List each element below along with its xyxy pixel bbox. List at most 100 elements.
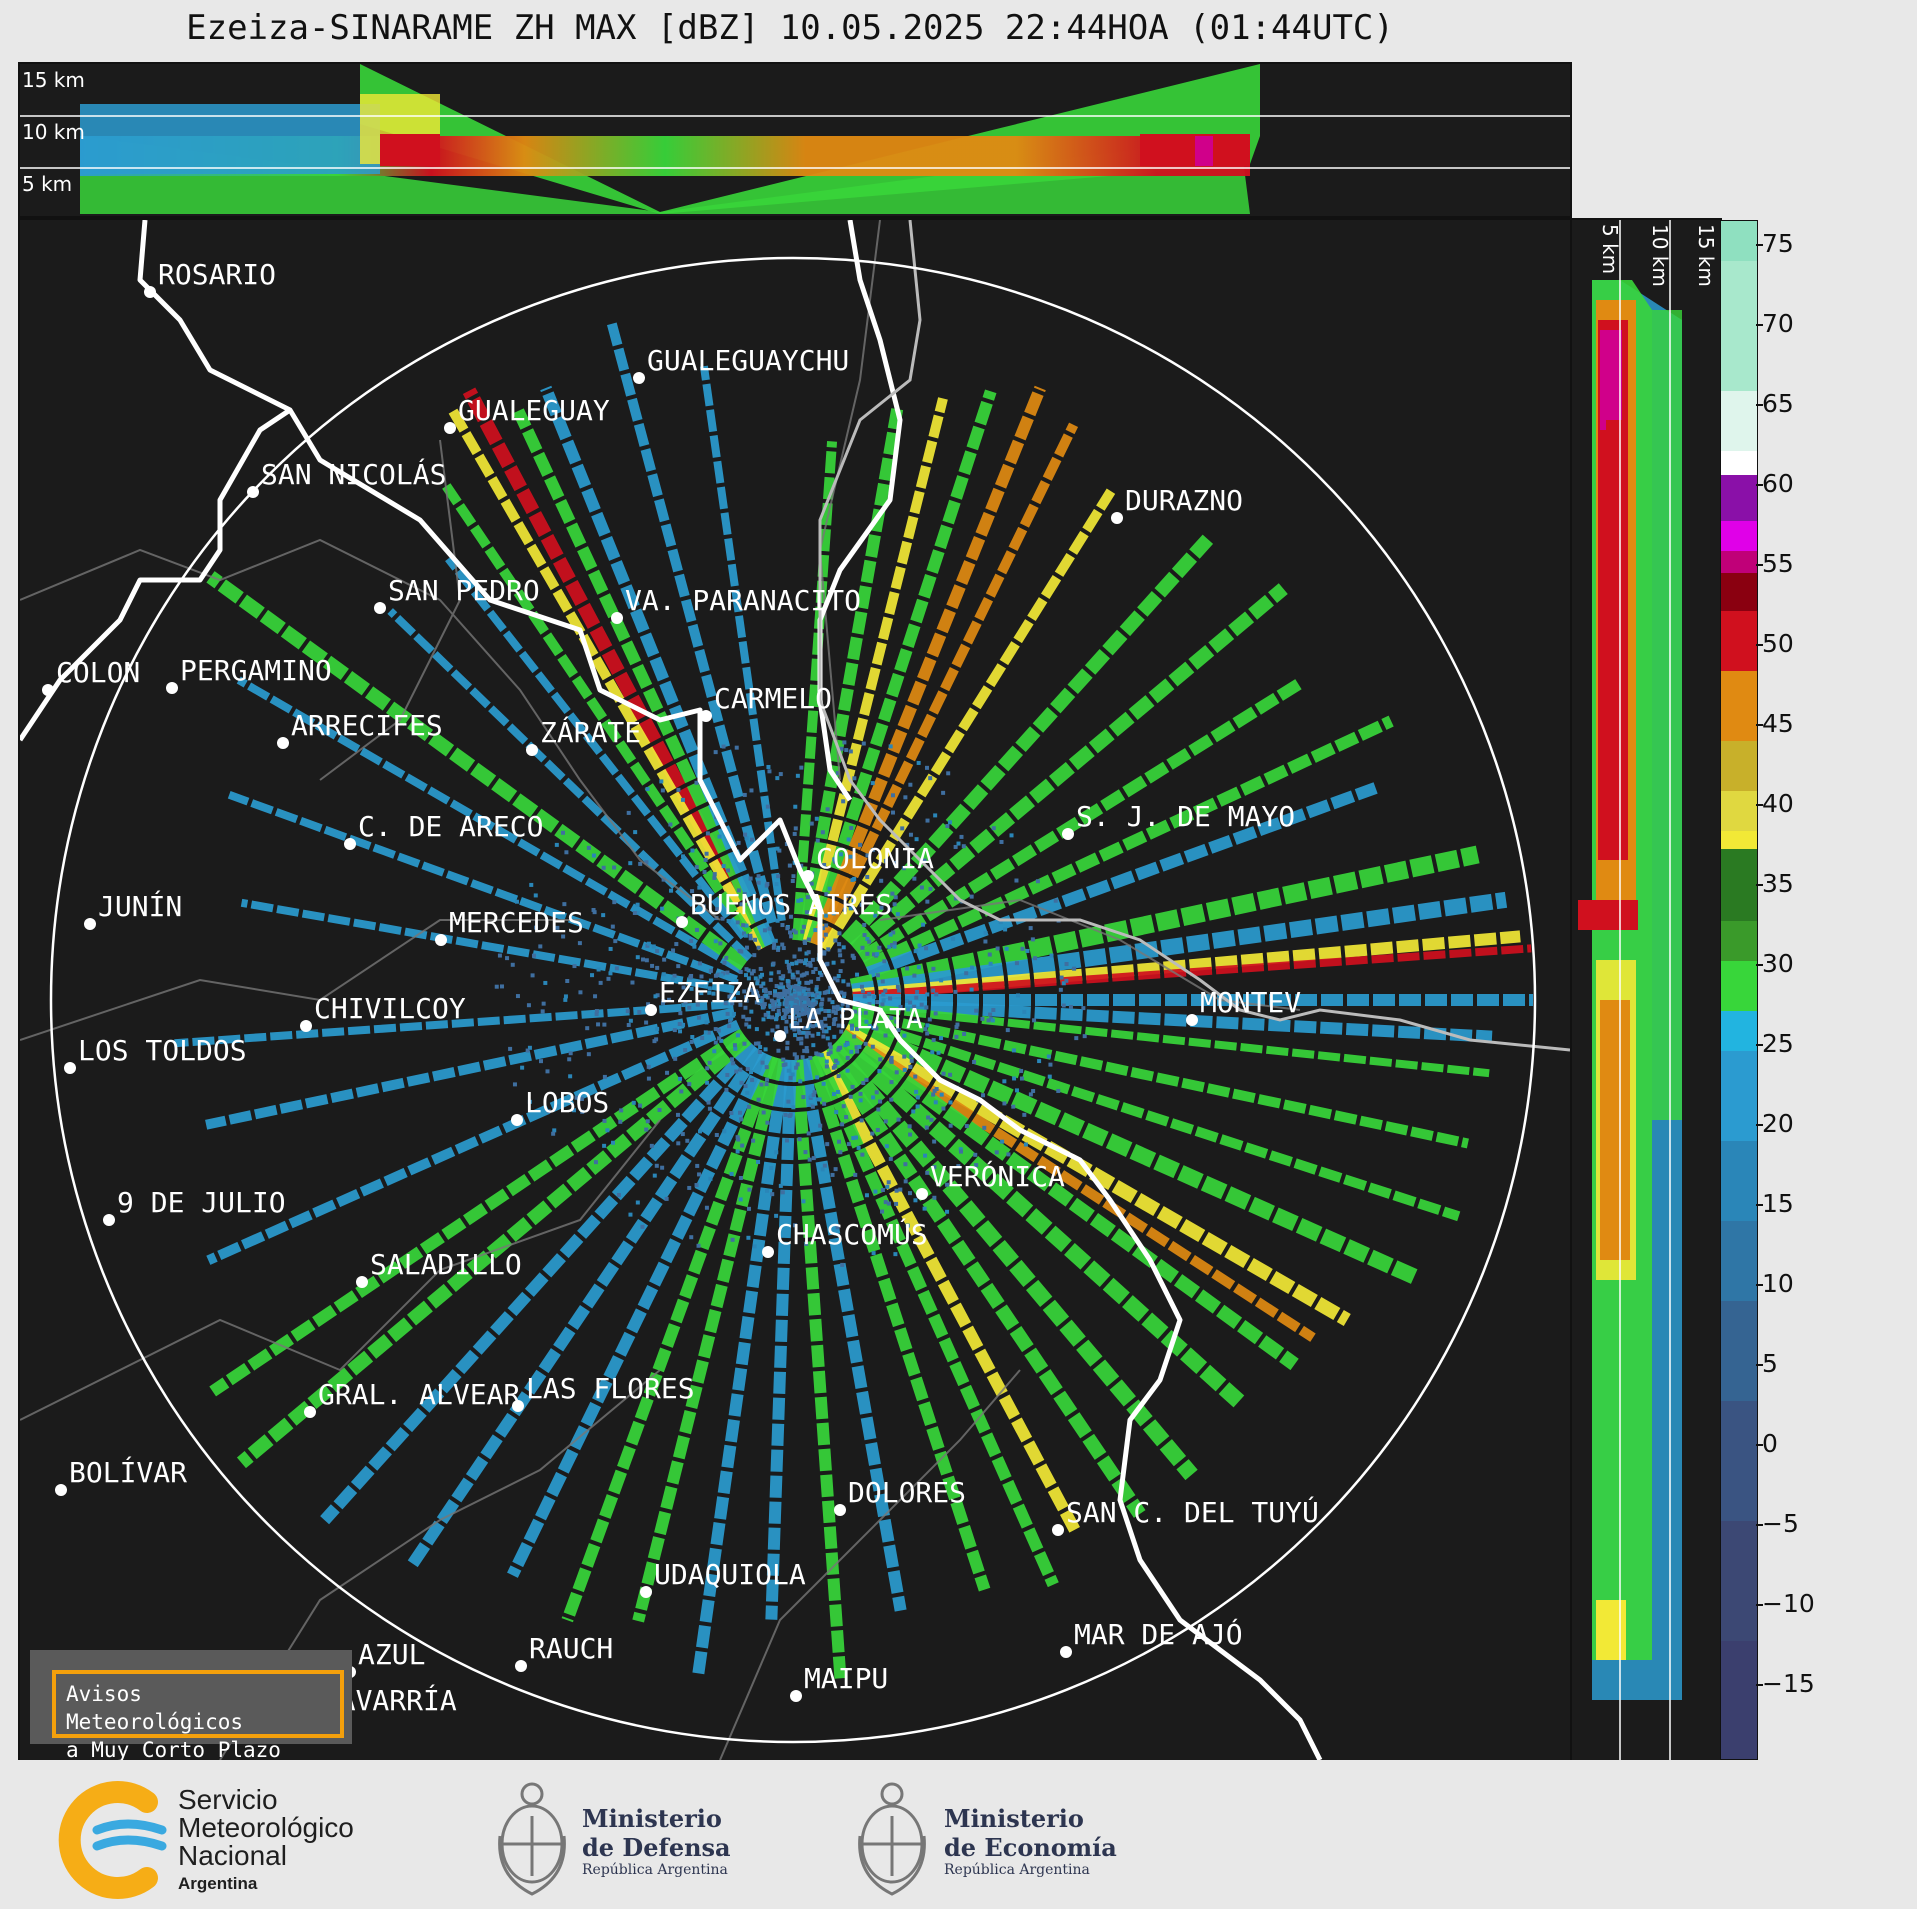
city-marker-icon <box>916 1188 928 1200</box>
colorbar-band <box>1721 1301 1757 1401</box>
city-marker-icon <box>774 1030 786 1042</box>
colorbar-tick-mark <box>1756 1684 1763 1686</box>
colorbar-band <box>1721 741 1757 791</box>
colorbar-band <box>1721 1521 1757 1641</box>
economia-text: Ministerio de Economía República Argenti… <box>944 1804 1117 1878</box>
city-marker-icon <box>526 744 538 756</box>
avisos-button[interactable]: Avisos Meteorológicos a Muy Corto Plazo <box>30 1650 352 1760</box>
colorbar-band <box>1721 611 1757 671</box>
colorbar <box>1720 220 1758 1760</box>
city-label: MAIPU <box>804 1662 889 1695</box>
city-label: DURAZNO <box>1125 484 1244 517</box>
colorbar-tick-mark <box>1756 404 1763 406</box>
colorbar-tick-label: 40 <box>1762 789 1794 818</box>
city-label: UDAQUIOLA <box>654 1558 806 1591</box>
colorbar-tick-label: 15 <box>1762 1189 1794 1218</box>
smn-line3: Nacional <box>178 1840 287 1871</box>
city-label: LOS TOLDOS <box>78 1034 247 1067</box>
city-marker-icon <box>84 918 96 930</box>
colorbar-tick-label: −15 <box>1762 1669 1815 1698</box>
colorbar-tick-mark <box>1756 1124 1763 1126</box>
colorbar-tick-label: 55 <box>1762 549 1794 578</box>
radar-echo-ray <box>849 845 1480 997</box>
radar-echo-ray <box>206 1019 741 1265</box>
city-label: 9 DE JULIO <box>117 1186 286 1219</box>
side-height-label-5: 5 km <box>1598 224 1622 275</box>
colorbar-tick-label: 10 <box>1762 1269 1794 1298</box>
colorbar-tick-label: 5 <box>1762 1349 1778 1378</box>
top-height-label-15: 15 km <box>22 68 85 92</box>
city-marker-icon <box>640 1586 652 1598</box>
city-label: ARRECIFES <box>291 709 443 742</box>
colorbar-tick-mark <box>1756 1364 1763 1366</box>
radar-echo-ray <box>848 1013 1461 1222</box>
colorbar-band <box>1721 671 1757 741</box>
radar-echo-ray <box>825 1040 1198 1481</box>
colorbar-tick-label: 0 <box>1762 1429 1778 1458</box>
city-marker-icon <box>64 1062 76 1074</box>
radar-echo-ray <box>209 1028 747 1397</box>
city-marker-icon <box>144 286 156 298</box>
city-label: CHASCOMÚS <box>776 1218 928 1251</box>
radar-echo-ray <box>387 608 753 962</box>
city-label: BUENOS AIRES <box>690 888 893 921</box>
radar-echo-ray <box>841 534 1214 946</box>
city-marker-icon <box>435 934 447 946</box>
radar-echo-ray <box>765 1059 797 1620</box>
radar-echo-ray <box>811 1052 1059 1588</box>
city-marker-icon <box>700 710 712 722</box>
top-cross-section-image <box>20 64 1570 214</box>
colorbar-tick-label: 45 <box>1762 709 1794 738</box>
radar-echo-ray <box>507 1051 773 1578</box>
chart-title: Ezeiza-SINARAME ZH MAX [dBZ] 10.05.2025 … <box>186 8 1394 48</box>
smn-logo-text: Servicio Meteorológico Nacional Argentin… <box>178 1786 354 1898</box>
city-marker-icon <box>511 1114 523 1126</box>
radar-echo-ray <box>240 898 735 994</box>
city-label: MONTEV <box>1200 986 1302 1019</box>
city-marker-icon <box>374 602 386 614</box>
city-marker-icon <box>676 916 688 928</box>
colorbar-tick-mark <box>1756 884 1763 886</box>
radar-echo-ray <box>512 408 774 949</box>
colorbar-tick-label: 70 <box>1762 309 1794 338</box>
radar-map-image <box>20 220 1570 1760</box>
radar-echo-ray <box>632 1056 785 1623</box>
smn-line4: Argentina <box>178 1874 258 1893</box>
colorbar-tick-label: 20 <box>1762 1109 1794 1138</box>
colorbar-tick-mark <box>1756 804 1763 806</box>
smn-line1: Servicio <box>178 1784 278 1815</box>
city-label: COLONIA <box>816 842 935 875</box>
side-height-label-10: 10 km <box>1648 224 1672 287</box>
defensa-text: Ministerio de Defensa República Argentin… <box>582 1804 731 1878</box>
radar-echo-ray <box>227 791 738 984</box>
radar-echo-ray <box>797 1058 907 1612</box>
city-label: COLON <box>56 656 141 689</box>
city-marker-icon <box>633 372 645 384</box>
city-label: CARMELO <box>714 682 833 715</box>
colorbar-band <box>1721 1221 1757 1301</box>
colorbar-tick-label: 50 <box>1762 629 1794 658</box>
colorbar-band <box>1721 1011 1757 1051</box>
colorbar-band <box>1721 451 1757 475</box>
city-label: DOLORES <box>848 1476 967 1509</box>
city-marker-icon <box>645 1004 657 1016</box>
smn-logo-icon <box>58 1781 167 1899</box>
coat-of-arms-economia-icon <box>858 1782 926 1896</box>
city-label: JUNÍN <box>98 890 183 923</box>
city-label: GRAL. ALVEAR <box>318 1378 521 1411</box>
city-marker-icon <box>247 486 259 498</box>
radar-echo-ray <box>206 571 749 971</box>
radar-echo-ray <box>814 422 1079 949</box>
city-marker-icon <box>1062 828 1074 840</box>
footer: Servicio Meteorológico Nacional Argentin… <box>0 1760 1917 1909</box>
colorbar-band <box>1721 551 1757 573</box>
colorbar-band <box>1721 1641 1757 1759</box>
colorbar-band <box>1721 961 1757 1011</box>
radar-echo-ray <box>866 782 1378 979</box>
colorbar-tick-mark <box>1756 324 1763 326</box>
colorbar-band <box>1721 1141 1757 1221</box>
radar-echo-ray <box>852 944 1532 1000</box>
colorbar-tick-mark <box>1756 1204 1763 1206</box>
radar-echo-ray <box>540 385 777 947</box>
city-label: SAN NICOLÁS <box>261 458 447 491</box>
